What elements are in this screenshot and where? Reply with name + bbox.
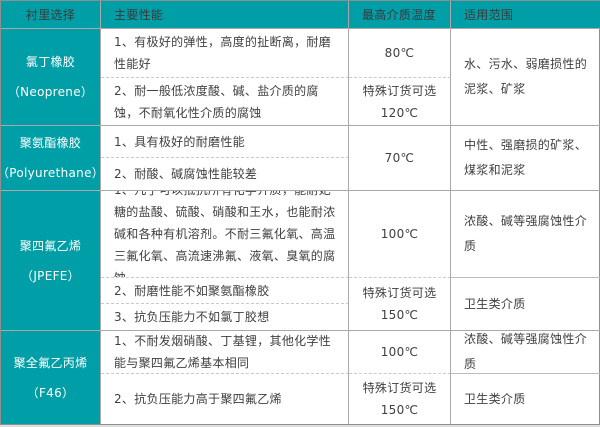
performance-text: 1、几乎可以抵抗所有化学介质，能耐妃糖的盐酸、硫酸、硝酸和王水，也能耐浓碱和各种… [114, 191, 336, 278]
material-cell-f46: 聚全氟乙丙烯 （F46） [1, 331, 101, 424]
performance-cell: 3、抗负压能力不如氯丁胶想 [101, 304, 349, 331]
header-label: 主要性能 [114, 7, 164, 22]
performance-cell: 2、耐酸、碱腐蚀性能较差 [101, 158, 349, 191]
temperature-cell: 100℃ [349, 331, 451, 374]
temperature-cell: 70℃ [349, 126, 451, 191]
material-name-en: （Polyurethane） [1, 166, 101, 180]
material-name: 聚四氟乙烯 [19, 238, 82, 253]
temperature-text: 100℃ [380, 227, 419, 241]
temperature-text: 特殊订货可选 120℃ [362, 83, 437, 120]
application-text: 卫生类介质 [464, 391, 526, 406]
performance-cell: 2、耐磨性能不如聚氨酯橡胶 [101, 278, 349, 304]
material-cell-polyurethane: 聚氨酯橡胶 （Polyurethane） [1, 126, 101, 191]
temperature-text: 特殊订货可选 150℃ [362, 286, 437, 322]
application-text: 中性、强磨损的矿浆、煤浆和泥浆 [464, 138, 588, 177]
application-text: 水、污水、弱磨损性的泥浆、矿浆 [464, 57, 588, 96]
performance-text: 1、不耐发烟硝酸、丁基锂，其他化学性能与聚四氟乙烯基本相同 [114, 334, 332, 370]
performance-cell: 1、具有极好的耐磨性能 [101, 126, 349, 158]
temperature-text: 100℃ [380, 345, 419, 359]
performance-cell: 2、耐一般低浓度酸、碱、盐介质的腐蚀，不耐氧化性介质的腐蚀 [101, 78, 349, 126]
temperature-text: 特殊订货可选 150℃ [362, 381, 437, 417]
application-cell: 卫生类介质 [451, 374, 600, 424]
header-cell-application: 适用范围 [451, 1, 600, 29]
temperature-text: 80℃ [384, 46, 415, 60]
performance-text: 1、具有极好的耐磨性能 [114, 134, 245, 149]
performance-text: 2、耐磨性能不如聚氨酯橡胶 [114, 283, 270, 298]
performance-text: 3、抗负压能力不如氯丁胶想 [114, 310, 270, 324]
temperature-cell: 特殊订货可选 120℃ [349, 78, 451, 126]
material-name: 聚氨酯橡胶 [19, 136, 82, 150]
performance-cell: 1、有极好的弹性，高度的扯断离，耐磨性能好 [101, 29, 349, 78]
performance-cell: 1、几乎可以抵抗所有化学介质，能耐妃糖的盐酸、硫酸、硝酸和王水，也能耐浓碱和各种… [101, 191, 349, 278]
material-name-en: （JPEFE） [21, 268, 80, 283]
performance-cell: 1、不耐发烟硝酸、丁基锂，其他化学性能与聚四氟乙烯基本相同 [101, 331, 349, 374]
application-text: 卫生类介质 [464, 296, 526, 311]
temperature-cell: 特殊订货可选 150℃ [349, 278, 451, 331]
application-cell: 卫生类介质 [451, 278, 600, 331]
material-name-en: （F46） [26, 385, 75, 400]
header-cell-lining: 衬里选择 [1, 1, 101, 29]
temperature-cell: 特殊订货可选 150℃ [349, 374, 451, 424]
header-label: 最高介质温度 [362, 7, 436, 22]
material-name: 氯丁橡胶 [25, 55, 76, 69]
temperature-cell: 100℃ [349, 191, 451, 278]
performance-text: 1、有极好的弹性，高度的扯断离，耐磨性能好 [114, 35, 332, 71]
application-text: 浓酸、碱等强腐蚀性介质 [464, 332, 588, 371]
application-text: 浓酸、碱等强腐蚀性介质 [464, 214, 588, 253]
application-cell: 浓酸、碱等强腐蚀性介质 [451, 331, 600, 374]
temperature-text: 70℃ [384, 151, 415, 165]
material-name-en: （Neoprene） [7, 85, 94, 99]
material-cell-ptfe: 聚四氟乙烯 （JPEFE） [1, 191, 101, 331]
temperature-cell: 80℃ [349, 29, 451, 78]
performance-text: 2、耐一般低浓度酸、碱、盐介质的腐蚀，不耐氧化性介质的腐蚀 [114, 83, 319, 120]
material-cell-neoprene: 氯丁橡胶 （Neoprene） [1, 29, 101, 126]
header-label: 衬里选择 [25, 7, 76, 22]
application-cell: 浓酸、碱等强腐蚀性介质 [451, 191, 600, 278]
performance-cell: 2、抗负压能力高于聚四氟乙烯 [101, 374, 349, 424]
header-cell-temperature: 最高介质温度 [349, 1, 451, 29]
application-cell: 水、污水、弱磨损性的泥浆、矿浆 [451, 29, 600, 126]
performance-text: 2、抗负压能力高于聚四氟乙烯 [114, 392, 282, 406]
application-cell: 中性、强磨损的矿浆、煤浆和泥浆 [451, 126, 600, 191]
header-label: 适用范围 [464, 7, 514, 22]
material-name: 聚全氟乙丙烯 [13, 355, 88, 370]
header-cell-performance: 主要性能 [101, 1, 349, 29]
performance-text: 2、耐酸、碱腐蚀性能较差 [114, 167, 258, 181]
